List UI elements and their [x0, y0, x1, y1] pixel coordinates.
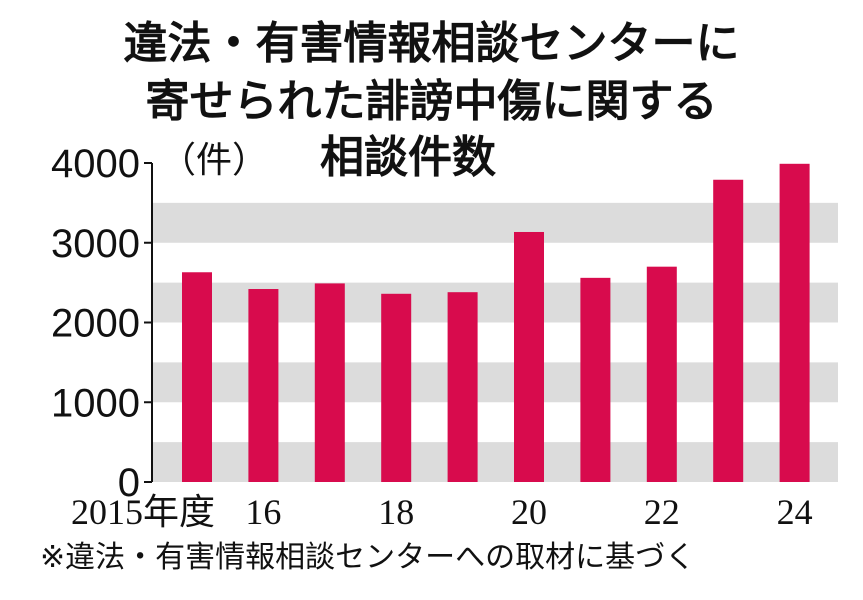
- y-tick-label: 1000: [51, 381, 140, 425]
- bar-2019: [447, 292, 478, 482]
- source-note: ※違法・有害情報相談センターへの取材に基づく: [40, 540, 696, 575]
- bar-2018: [381, 293, 412, 482]
- y-tick-label: 0: [118, 461, 140, 505]
- x-tick-label: 18: [378, 492, 414, 532]
- x-tick-label: 24: [777, 492, 813, 532]
- x-tick-label: 22: [644, 492, 680, 532]
- chart-title-line-3: 相談件数: [320, 132, 496, 183]
- x-tick-label: 16: [245, 492, 281, 532]
- chart-title-line-1: 違法・有害情報相談センターに: [123, 18, 740, 69]
- y-tick-label: 4000: [51, 142, 140, 186]
- bar-2021: [580, 277, 611, 482]
- y-axis-unit: （件）: [160, 140, 269, 181]
- y-tick-label: 2000: [51, 302, 140, 346]
- y-tick-label: 3000: [51, 222, 140, 266]
- x-tick-label: 20: [511, 492, 547, 532]
- bar-2023: [713, 179, 744, 482]
- bar-2015: [182, 272, 212, 482]
- chart-title-line-2: 寄せられた誹謗中傷に関する: [145, 76, 718, 127]
- bar-2020: [514, 231, 544, 482]
- bar-2024: [779, 163, 810, 483]
- bar-2022: [646, 266, 677, 482]
- bar-2017: [314, 283, 345, 482]
- x-tick-label: 2015年度: [71, 492, 215, 532]
- bar-2016: [248, 289, 279, 482]
